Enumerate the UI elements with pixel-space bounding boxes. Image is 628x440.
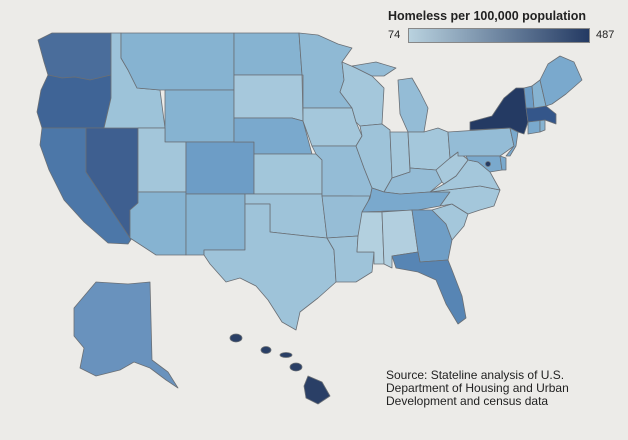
legend-min-label: 74 bbox=[388, 29, 401, 41]
state-florida[interactable] bbox=[391, 251, 467, 325]
state-michigan-lower[interactable] bbox=[397, 77, 429, 133]
alaska-inset bbox=[73, 281, 179, 389]
state-maine[interactable] bbox=[539, 55, 583, 107]
legend-max-label: 487 bbox=[596, 29, 615, 41]
legend-title: Homeless per 100,000 population bbox=[388, 9, 586, 23]
state-south-dakota[interactable] bbox=[233, 74, 304, 122]
state-indiana[interactable] bbox=[389, 131, 411, 179]
source-note: Source: Stateline analysis of U.S. Depar… bbox=[386, 368, 569, 408]
contiguous-states bbox=[36, 32, 583, 331]
state-iowa[interactable] bbox=[302, 107, 363, 147]
state-washington[interactable] bbox=[37, 32, 112, 81]
state-new-mexico[interactable] bbox=[185, 193, 246, 256]
state-montana[interactable] bbox=[120, 32, 235, 91]
state-north-dakota[interactable] bbox=[233, 32, 303, 76]
state-district-of-columbia[interactable] bbox=[485, 161, 491, 167]
legend-color-bar bbox=[408, 28, 590, 43]
state-texas[interactable] bbox=[203, 203, 337, 331]
state-alaska[interactable] bbox=[73, 281, 179, 389]
state-arizona[interactable] bbox=[129, 191, 187, 256]
state-oregon[interactable] bbox=[36, 74, 112, 129]
state-hawaii-maui[interactable] bbox=[289, 362, 303, 372]
state-hawaii-oahu[interactable] bbox=[260, 346, 272, 354]
state-hawaii-molokai[interactable] bbox=[279, 352, 293, 358]
state-hawaii-kauai[interactable] bbox=[229, 333, 243, 343]
state-rhode-island[interactable] bbox=[539, 119, 546, 133]
state-wyoming[interactable] bbox=[164, 89, 235, 143]
state-hawaii-big-island[interactable] bbox=[303, 375, 331, 405]
state-colorado[interactable] bbox=[185, 141, 255, 195]
state-delaware[interactable] bbox=[499, 155, 507, 171]
hawaii-inset bbox=[229, 333, 331, 405]
state-pennsylvania[interactable] bbox=[447, 127, 515, 159]
state-new-york[interactable] bbox=[469, 87, 529, 135]
state-kansas[interactable] bbox=[253, 153, 323, 195]
state-michigan[interactable] bbox=[351, 61, 397, 77]
